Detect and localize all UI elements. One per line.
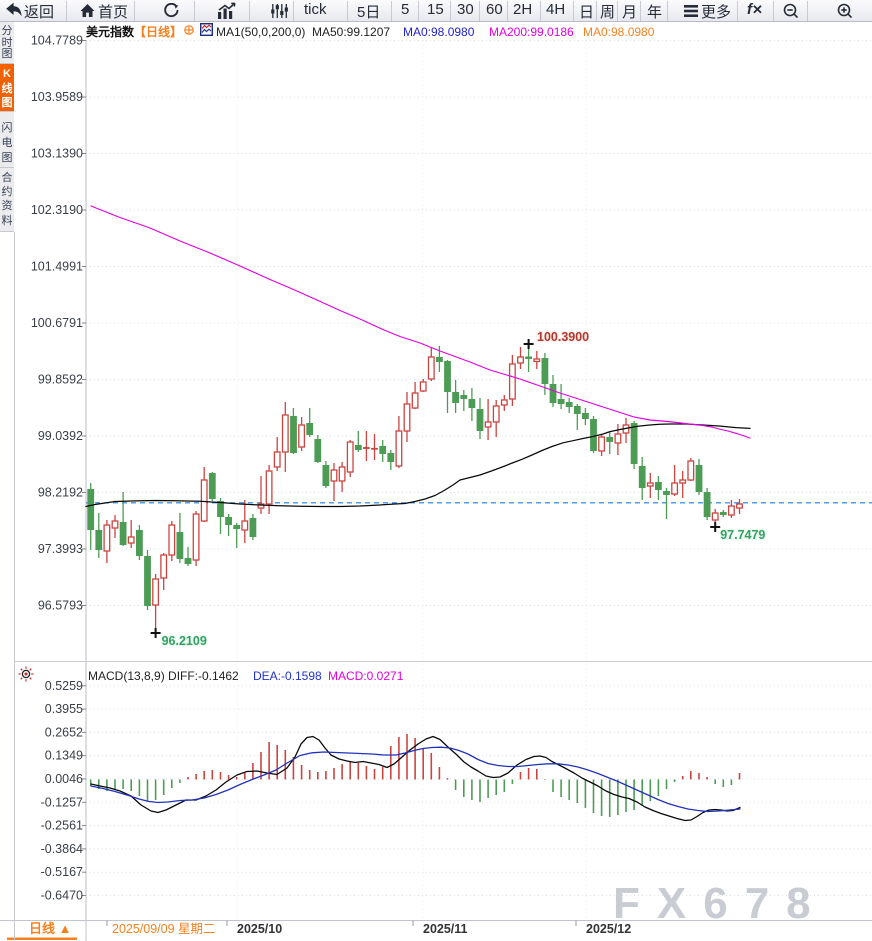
svg-text:103.9589: 103.9589 [31, 90, 83, 104]
svg-text:96.5793: 96.5793 [38, 599, 83, 613]
svg-text:99.8592: 99.8592 [38, 373, 83, 387]
svg-text:0.2652: 0.2652 [45, 725, 83, 739]
svg-text:97.3993: 97.3993 [38, 542, 83, 556]
svg-text:100.3900: 100.3900 [537, 330, 589, 344]
svg-text:0.5259: 0.5259 [45, 679, 83, 693]
svg-text:2025/12: 2025/12 [586, 922, 631, 936]
svg-text:2025/10: 2025/10 [237, 922, 282, 936]
svg-text:-0.5167: -0.5167 [41, 865, 83, 879]
svg-text:0.3955: 0.3955 [45, 702, 83, 716]
svg-text:96.2109: 96.2109 [162, 634, 207, 648]
svg-text:0.0046: 0.0046 [45, 772, 83, 786]
svg-text:97.7479: 97.7479 [720, 528, 765, 542]
svg-text:-0.1257: -0.1257 [41, 795, 83, 809]
svg-text:-0.6470: -0.6470 [41, 889, 83, 903]
svg-text:101.4991: 101.4991 [31, 260, 83, 274]
svg-text:MACD:0.0271: MACD:0.0271 [328, 669, 404, 683]
svg-text:-0.2561: -0.2561 [41, 819, 83, 833]
svg-text:100.6791: 100.6791 [31, 316, 83, 330]
svg-text:FX678: FX678 [613, 879, 828, 928]
svg-text:MACD(13,8,9) DIFF:-0.1462: MACD(13,8,9) DIFF:-0.1462 [88, 669, 239, 683]
svg-text:-0.3864: -0.3864 [41, 842, 83, 856]
svg-text:103.1390: 103.1390 [31, 147, 83, 161]
svg-text:2025/09/09 星期二: 2025/09/09 星期二 [112, 922, 216, 936]
svg-text:102.3190: 102.3190 [31, 203, 83, 217]
svg-text:99.0392: 99.0392 [38, 429, 83, 443]
svg-text:104.7789: 104.7789 [31, 34, 83, 48]
svg-text:日线 ▲: 日线 ▲ [29, 921, 71, 936]
svg-text:0.1349: 0.1349 [45, 749, 83, 763]
svg-text:2025/11: 2025/11 [423, 922, 468, 936]
svg-text:DEA:-0.1598: DEA:-0.1598 [253, 669, 322, 683]
svg-text:98.2192: 98.2192 [38, 486, 83, 500]
